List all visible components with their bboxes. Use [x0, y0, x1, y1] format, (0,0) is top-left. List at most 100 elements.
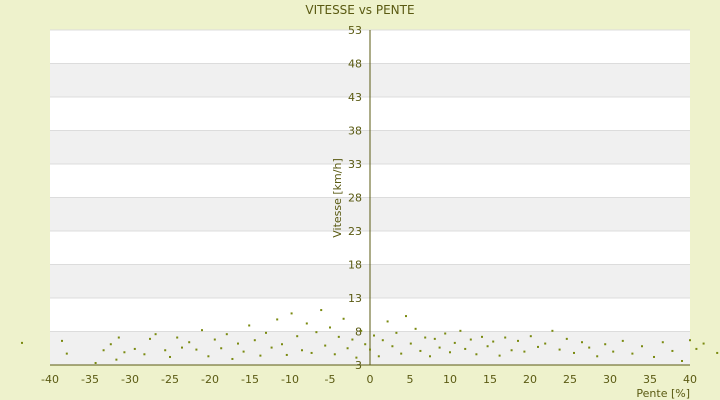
data-point: [631, 352, 634, 355]
data-point: [681, 359, 683, 362]
axes: [50, 30, 690, 366]
data-point: [621, 339, 624, 342]
data-point: [117, 336, 120, 339]
x-tick-label: 5: [407, 373, 414, 386]
y-tick-label: 43: [348, 91, 362, 104]
data-point: [653, 355, 655, 358]
data-point: [400, 352, 403, 355]
data-point: [195, 348, 198, 351]
data-point: [702, 342, 705, 345]
data-points: [21, 309, 719, 364]
x-tick-label: 0: [367, 373, 374, 386]
data-point: [154, 333, 157, 336]
x-tick-label: 25: [563, 373, 577, 386]
x-tick-label: -35: [81, 373, 99, 386]
data-point: [588, 346, 591, 349]
data-point: [164, 349, 167, 352]
data-point: [169, 355, 171, 358]
y-tick-label: 18: [348, 259, 362, 272]
x-axis-label: Pente [%]: [636, 387, 690, 400]
data-point: [573, 351, 575, 354]
data-point: [301, 349, 303, 352]
data-point: [510, 349, 513, 352]
data-point: [320, 309, 323, 312]
y-tick-label: 38: [348, 125, 362, 138]
data-point: [248, 324, 251, 327]
data-point: [201, 329, 203, 332]
data-point: [265, 331, 267, 334]
data-point: [207, 355, 210, 358]
data-point: [61, 339, 63, 342]
data-point: [305, 322, 308, 325]
data-point: [453, 341, 456, 344]
data-point: [459, 329, 462, 332]
chart-title: VITESSE vs PENTE: [305, 3, 414, 17]
y-tick-label: 28: [348, 192, 362, 205]
data-point: [351, 338, 354, 341]
data-point: [433, 337, 436, 340]
x-tick-label: 10: [443, 373, 457, 386]
data-point: [225, 333, 228, 336]
data-point: [333, 353, 336, 356]
x-tick-label: 40: [683, 373, 697, 386]
x-tick-label: -15: [241, 373, 259, 386]
data-point: [492, 340, 495, 343]
data-point: [259, 354, 262, 357]
data-point: [481, 335, 483, 338]
data-point: [444, 332, 447, 335]
data-point: [391, 345, 394, 348]
data-point: [176, 336, 179, 339]
x-tick-label: 30: [603, 373, 617, 386]
y-axis-label: Vitesse [km/h]: [331, 158, 344, 238]
data-point: [689, 339, 691, 342]
x-tick-label: 15: [483, 373, 497, 386]
data-point: [517, 339, 519, 342]
data-point: [414, 327, 417, 330]
data-point: [716, 351, 719, 354]
data-point: [449, 351, 451, 354]
data-point: [504, 336, 507, 339]
data-point: [369, 348, 371, 351]
data-point: [242, 350, 245, 353]
data-point: [324, 344, 327, 347]
data-point: [581, 341, 583, 344]
data-point: [529, 335, 532, 338]
data-point: [544, 342, 547, 345]
data-point: [181, 346, 183, 349]
data-point: [315, 331, 318, 334]
y-tick-label: 23: [348, 225, 362, 238]
data-point: [395, 331, 398, 334]
x-tick-label: 20: [523, 373, 537, 386]
data-point: [475, 353, 478, 356]
data-point: [355, 356, 358, 359]
data-point: [115, 358, 118, 361]
data-point: [424, 336, 427, 339]
data-point: [386, 320, 389, 323]
data-point: [276, 318, 279, 321]
x-tick-label: -40: [41, 373, 59, 386]
data-point: [270, 346, 273, 349]
x-tick-label: -5: [325, 373, 336, 386]
data-point: [329, 326, 331, 329]
x-tick-label: -10: [281, 373, 299, 386]
data-point: [612, 350, 615, 353]
data-point: [109, 343, 112, 346]
x-tick-label: 35: [643, 373, 657, 386]
data-point: [143, 353, 146, 356]
data-point: [537, 345, 539, 348]
data-point: [290, 312, 293, 315]
data-point: [381, 339, 384, 342]
data-point: [149, 337, 151, 340]
y-tick-label: 3: [355, 359, 362, 372]
data-point: [342, 317, 345, 320]
data-point: [409, 342, 412, 345]
x-tick-label: -20: [201, 373, 219, 386]
data-point: [596, 355, 599, 358]
data-point: [464, 347, 467, 350]
data-point: [565, 337, 568, 340]
data-point: [133, 347, 136, 350]
data-point: [102, 349, 105, 352]
data-point: [498, 354, 501, 357]
